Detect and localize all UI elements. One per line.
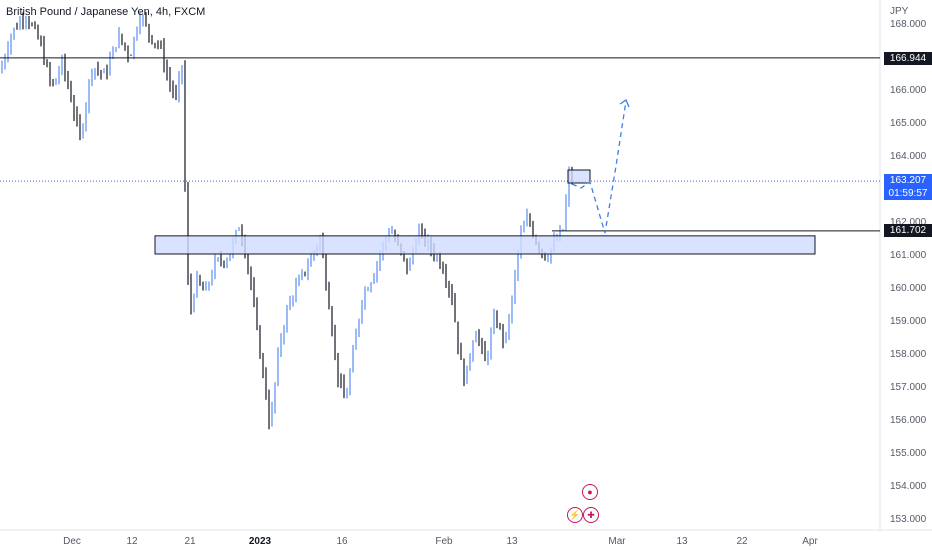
lower-level-tag: 161.702	[884, 224, 932, 237]
price-tick-label: 162.000	[890, 217, 927, 228]
current-price-value: 163.207	[889, 175, 927, 186]
time-tick-label: Dec	[63, 536, 81, 547]
upper-level-value: 166.944	[889, 53, 927, 64]
lower-level-value: 161.702	[889, 225, 927, 236]
price-tick-label: 160.000	[890, 283, 927, 294]
price-tick-label: 159.000	[890, 316, 927, 327]
projection-box	[567, 169, 591, 184]
price-tick-label: 158.000	[890, 349, 927, 360]
currency-label: JPY	[890, 6, 909, 17]
time-tick-label: 21	[184, 536, 196, 547]
price-tick-label: 165.000	[890, 118, 927, 129]
time-tick-label: 16	[336, 536, 348, 547]
time-tick-label: 2023	[249, 536, 272, 547]
price-axis[interactable]: 168.000166.000165.000164.000163.000162.0…	[890, 19, 927, 525]
price-tick-label: 156.000	[890, 415, 927, 426]
price-tick-label: 164.000	[890, 151, 927, 162]
price-tick-label: 168.000	[890, 19, 927, 30]
price-tick-label: 161.000	[890, 250, 927, 261]
time-tick-label: Apr	[802, 536, 818, 547]
time-axis[interactable]: Dec 12 21 2023 16 Feb 13 Mar 13 22 Apr	[63, 536, 818, 547]
time-tick-label: Mar	[608, 536, 626, 547]
time-tick-label: 13	[506, 536, 518, 547]
demand-zone	[154, 235, 816, 255]
forecast-path	[571, 100, 627, 234]
time-tick-label: 12	[126, 536, 138, 547]
time-tick-label: 22	[736, 536, 748, 547]
upper-level-tag: 166.944	[884, 52, 932, 65]
price-tick-label: 166.000	[890, 85, 927, 96]
forecast-arrowhead	[619, 99, 630, 108]
time-tick-label: 13	[676, 536, 688, 547]
symbol-title[interactable]: British Pound / Japanese Yen, 4h, FXCM	[6, 6, 206, 18]
current-price-tag: 163.207 01:59:57	[884, 174, 932, 200]
ohlc-bars	[1, 11, 573, 430]
time-tick-label: Feb	[435, 536, 453, 547]
price-tick-label: 153.000	[890, 514, 927, 525]
lightning-icon[interactable]: ⚡	[567, 507, 583, 523]
price-tick-label: 155.000	[890, 448, 927, 459]
countdown-value: 01:59:57	[888, 188, 928, 199]
record-icon[interactable]: ●	[582, 484, 598, 500]
price-tick-label: 157.000	[890, 382, 927, 393]
price-tick-label: 154.000	[890, 481, 927, 492]
uk-flag-icon[interactable]: ✚	[583, 507, 599, 523]
